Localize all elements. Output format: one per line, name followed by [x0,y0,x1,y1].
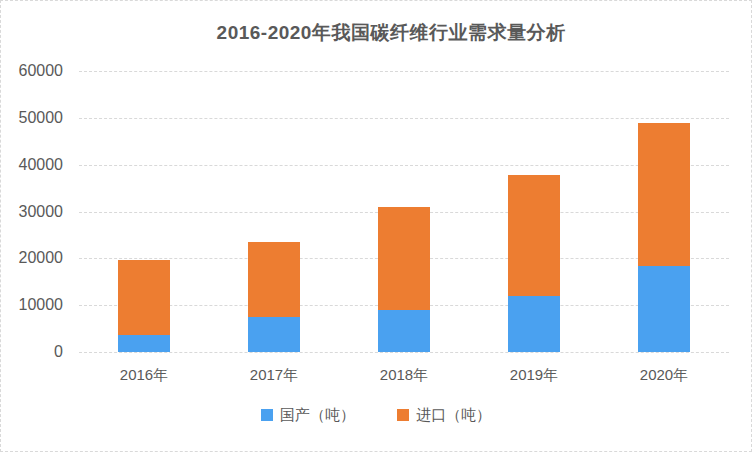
y-axis-tick-label: 10000 [1,295,63,315]
bar-group [209,71,339,352]
x-axis-label: 2019年 [469,363,599,387]
bar-segment [378,207,430,310]
bar-segment [248,242,300,317]
plot-area [79,71,729,352]
x-axis-label: 2018年 [339,363,469,387]
y-axis: 0100002000030000400005000060000 [1,71,63,352]
y-axis-tick-label: 40000 [1,155,63,175]
x-axis: 2016年2017年2018年2019年2020年 [79,363,729,387]
stacked-bar [118,260,170,352]
y-axis-tick-label: 20000 [1,248,63,268]
chart-container: 2016-2020年我国碳纤维行业需求量分析 0 10000 20000 30000 4… [0,0,752,452]
x-axis-label: 2016年 [79,363,209,387]
bar-group [339,71,469,352]
legend-color-swatch [261,409,273,421]
y-axis-tick-label: 0 [1,342,63,362]
stacked-bar [508,175,560,352]
bar-group [469,71,599,352]
bar-segment [378,310,430,352]
bar-segment [248,317,300,352]
legend-item: 国产（吨） [261,407,355,423]
bar-segment [118,260,170,335]
stacked-bar [248,242,300,352]
y-axis-tick-label: 50000 [1,108,63,128]
bar-segment [638,123,690,265]
bar-segment [508,175,560,296]
y-axis-tick-label: 60000 [1,61,63,81]
y-axis-tick-label: 30000 [1,202,63,222]
bar-group [599,71,729,352]
legend-item: 进口（吨） [397,407,491,423]
bar-group [79,71,209,352]
bar-segment [508,296,560,352]
legend-color-swatch [397,409,409,421]
legend-label: 进口（吨） [416,407,491,423]
legend: 国产（吨） 进口（吨） [1,403,751,427]
legend-label: 国产（吨） [280,407,355,423]
gridline [79,352,729,353]
chart-title: 2016-2020年我国碳纤维行业需求量分析 [41,18,741,48]
stacked-bar [638,123,690,352]
stacked-bar [378,207,430,352]
bar-segment [118,335,170,352]
bar-segment [638,266,690,352]
x-axis-label: 2020年 [599,363,729,387]
x-axis-label: 2017年 [209,363,339,387]
